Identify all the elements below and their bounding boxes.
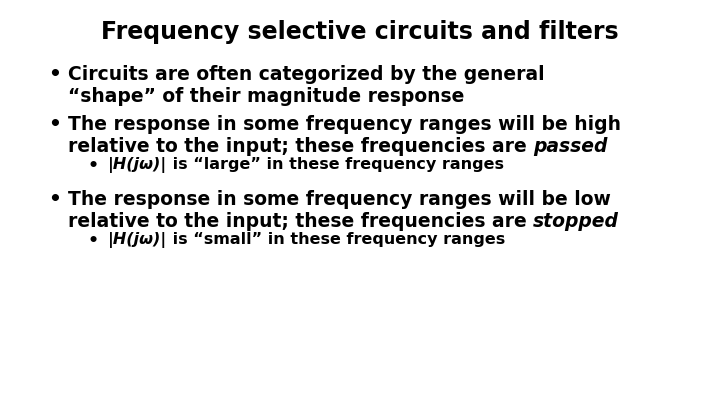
Text: •: •	[48, 190, 61, 209]
Text: |H(jω)|: |H(jω)|	[108, 157, 167, 173]
Text: relative to the input; these frequencies are: relative to the input; these frequencies…	[68, 212, 534, 231]
Text: “shape” of their magnitude response: “shape” of their magnitude response	[68, 87, 464, 106]
Text: •: •	[88, 232, 99, 250]
Text: stopped: stopped	[534, 212, 619, 231]
Text: relative to the input; these frequencies are: relative to the input; these frequencies…	[68, 137, 534, 156]
Text: passed: passed	[534, 137, 608, 156]
Text: Circuits are often categorized by the general: Circuits are often categorized by the ge…	[68, 65, 544, 84]
Text: is “small” in these frequency ranges: is “small” in these frequency ranges	[167, 232, 505, 247]
Text: The response in some frequency ranges will be high: The response in some frequency ranges wi…	[68, 115, 621, 134]
Text: •: •	[88, 157, 99, 175]
Text: Frequency selective circuits and filters: Frequency selective circuits and filters	[102, 20, 618, 44]
Text: •: •	[48, 115, 61, 134]
Text: The response in some frequency ranges will be low: The response in some frequency ranges wi…	[68, 190, 611, 209]
Text: |H(jω)|: |H(jω)|	[108, 232, 167, 248]
Text: •: •	[48, 65, 61, 84]
Text: is “large” in these frequency ranges: is “large” in these frequency ranges	[167, 157, 504, 172]
